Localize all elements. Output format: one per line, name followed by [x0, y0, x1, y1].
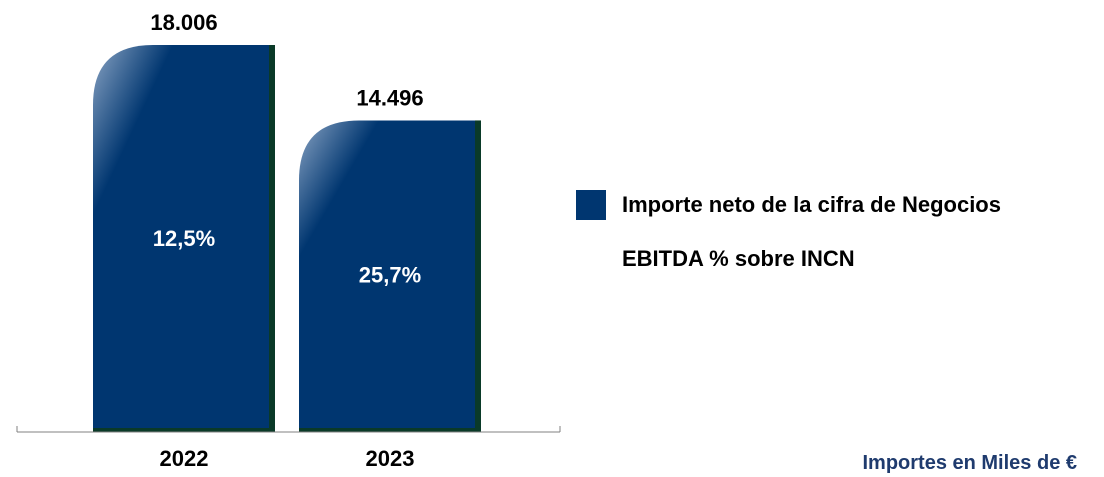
- bar-2022: [93, 45, 275, 432]
- units-note: Importes en Miles de €: [862, 452, 1077, 474]
- legend-label-revenue: Importe neto de la cifra de Negocios: [622, 192, 1001, 217]
- x-tick-label-2023: 2023: [366, 446, 415, 471]
- value-label-2023: 14.496: [356, 85, 423, 110]
- labels-layer: 18.006 12,5% 2022 14.496 25,7% 2023: [150, 10, 423, 471]
- ebitda-label-2022: 12,5%: [153, 226, 215, 251]
- bars-layer: [93, 45, 481, 432]
- x-axis: [16, 426, 561, 433]
- bar-2023: [299, 120, 481, 432]
- legend-item-ebitda: EBITDA % sobre INCN: [576, 244, 1076, 274]
- bar-shadow-2023: [475, 120, 481, 432]
- legend-swatch-revenue: [576, 190, 606, 220]
- value-label-2022: 18.006: [150, 10, 217, 35]
- bar-base-2023: [299, 428, 481, 432]
- x-tick-label-2022: 2022: [160, 446, 209, 471]
- ebitda-label-2023: 25,7%: [359, 262, 421, 287]
- legend-item-revenue: Importe neto de la cifra de Negocios: [576, 190, 1076, 220]
- bar-base-2022: [93, 428, 275, 432]
- legend: Importe neto de la cifra de Negocios EBI…: [576, 190, 1076, 298]
- legend-label-ebitda: EBITDA % sobre INCN: [622, 246, 855, 271]
- bar-shadow-2022: [269, 45, 275, 432]
